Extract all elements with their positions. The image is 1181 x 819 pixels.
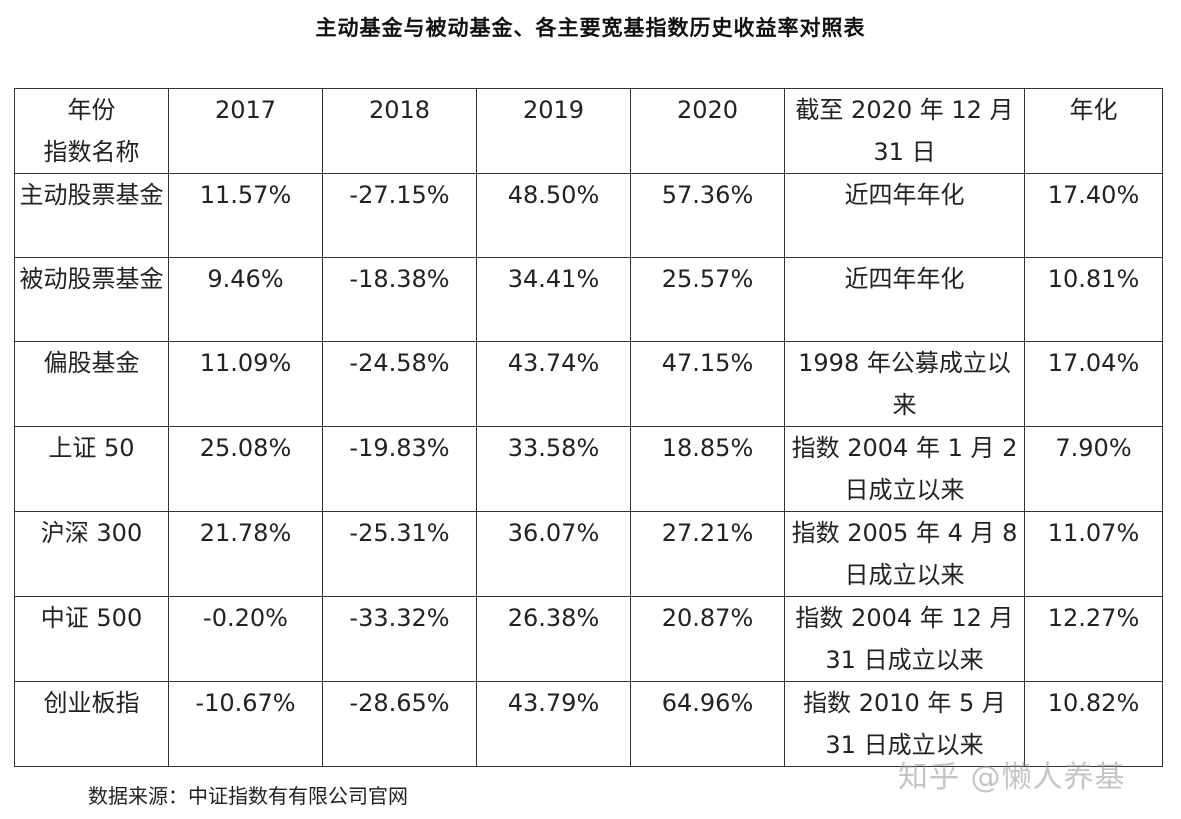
annualized-cell: 12.27%: [1024, 596, 1163, 682]
period-cell: 指数 2004 年 1 月 2 日成立以来: [784, 426, 1025, 512]
table-row: 上证 50 25.08% -19.83% 33.58% 18.85% 指数 2004 年 …: [14, 426, 1163, 512]
annualized-header: 年化: [1024, 88, 1163, 174]
period-cell: 近四年年化: [784, 257, 1025, 342]
table-row: 中证 500 -0.20% -33.32% 26.38% 20.87% 指数 2004 年…: [14, 596, 1163, 682]
annualized-cell: 7.90%: [1024, 426, 1163, 512]
corner-header: 年份 指数名称: [14, 88, 169, 174]
corner-bottom-label: 指数名称: [43, 138, 140, 166]
return-cell: -19.83%: [322, 426, 477, 512]
returns-table: 年份 指数名称 2017 2018 2019 2020 截至 2020 年 12…: [14, 88, 1163, 767]
table-row: 被动股票基金 9.46% -18.38% 34.41% 25.57% 近四年年化 10.81…: [14, 257, 1163, 342]
period-cell: 指数 2010 年 5 月 31 日成立以来: [784, 681, 1025, 767]
return-cell: -27.15%: [322, 173, 477, 258]
return-cell: 43.74%: [476, 341, 631, 427]
annualized-cell: 10.82%: [1024, 681, 1163, 767]
year-header: 2018: [322, 88, 477, 174]
return-cell: -33.32%: [322, 596, 477, 682]
table-row: 偏股基金 11.09% -24.58% 43.74% 47.15% 1998 年公募成立以…: [14, 341, 1163, 427]
annualized-cell: 17.04%: [1024, 341, 1163, 427]
return-cell: 27.21%: [630, 511, 785, 597]
annualized-cell: 11.07%: [1024, 511, 1163, 597]
table-row: 创业板指 -10.67% -28.65% 43.79% 64.96% 指数 2010 年 …: [14, 681, 1163, 767]
period-cell: 近四年年化: [784, 173, 1025, 258]
return-cell: 25.57%: [630, 257, 785, 342]
row-name: 创业板指: [14, 681, 169, 767]
period-cell: 指数 2005 年 4 月 8 日成立以来: [784, 511, 1025, 597]
header-row: 年份 指数名称 2017 2018 2019 2020 截至 2020 年 12…: [14, 88, 1163, 174]
return-cell: -25.31%: [322, 511, 477, 597]
return-cell: 33.58%: [476, 426, 631, 512]
return-cell: 20.87%: [630, 596, 785, 682]
return-cell: 43.79%: [476, 681, 631, 767]
data-source-note: 数据来源：中证指数有有限公司官网: [88, 784, 408, 808]
return-cell: -24.58%: [322, 341, 477, 427]
return-cell: -28.65%: [322, 681, 477, 767]
return-cell: 18.85%: [630, 426, 785, 512]
row-name: 中证 500: [14, 596, 169, 682]
return-cell: -0.20%: [168, 596, 323, 682]
return-cell: 25.08%: [168, 426, 323, 512]
return-cell: 48.50%: [476, 173, 631, 258]
watermark: 知乎 @懒人养基: [898, 760, 1126, 795]
return-cell: 11.09%: [168, 341, 323, 427]
return-cell: 21.78%: [168, 511, 323, 597]
return-cell: 11.57%: [168, 173, 323, 258]
return-cell: 36.07%: [476, 511, 631, 597]
row-name: 主动股票基金: [14, 173, 169, 258]
period-header: 截至 2020 年 12 月 31 日: [784, 88, 1025, 174]
return-cell: 57.36%: [630, 173, 785, 258]
row-name: 上证 50: [14, 426, 169, 512]
year-header: 2020: [630, 88, 785, 174]
return-cell: 64.96%: [630, 681, 785, 767]
row-name: 偏股基金: [14, 341, 169, 427]
year-header: 2019: [476, 88, 631, 174]
return-cell: -10.67%: [168, 681, 323, 767]
table-row: 主动股票基金 11.57% -27.15% 48.50% 57.36% 近四年年化 17.4…: [14, 173, 1163, 258]
annualized-cell: 17.40%: [1024, 173, 1163, 258]
return-cell: 26.38%: [476, 596, 631, 682]
return-cell: 47.15%: [630, 341, 785, 427]
row-name: 沪深 300: [14, 511, 169, 597]
table-title: 主动基金与被动基金、各主要宽基指数历史收益率对照表: [315, 16, 866, 40]
period-cell: 1998 年公募成立以来: [784, 341, 1025, 427]
annualized-cell: 10.81%: [1024, 257, 1163, 342]
return-cell: 9.46%: [168, 257, 323, 342]
year-header: 2017: [168, 88, 323, 174]
period-cell: 指数 2004 年 12 月 31 日成立以来: [784, 596, 1025, 682]
return-cell: 34.41%: [476, 257, 631, 342]
return-cell: -18.38%: [322, 257, 477, 342]
corner-top-label: 年份: [67, 96, 116, 124]
table-row: 沪深 300 21.78% -25.31% 36.07% 27.21% 指数 2005 年…: [14, 511, 1163, 597]
row-name: 被动股票基金: [14, 257, 169, 342]
